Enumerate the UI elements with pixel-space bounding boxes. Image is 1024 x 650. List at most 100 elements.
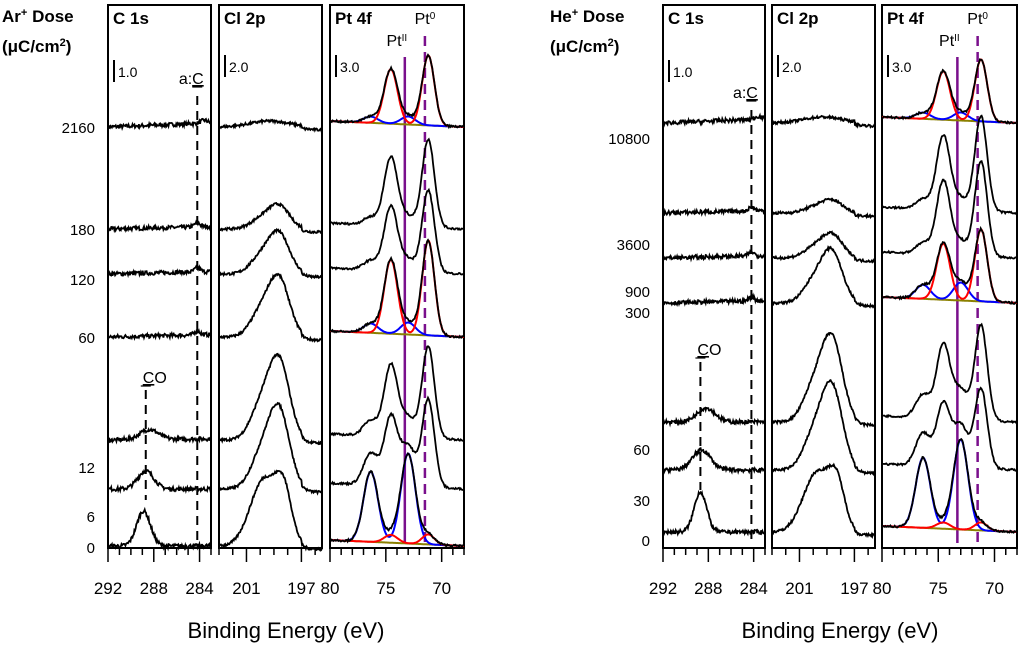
spectrum-60 [329,238,465,339]
spectrum-2160 [218,118,323,135]
x-tick-label: 201 [785,579,813,598]
spectrum-120 [218,227,323,280]
x-tick-label: 80 [873,579,892,598]
panel-cl-2p: Cl 2p 2.0 201 197 [218,4,323,598]
pt2-label: PtII [386,33,407,51]
dose-label: 60 [633,442,650,459]
x-tick-label: 80 [321,579,340,598]
spectrum-180 [329,137,465,231]
spectrum-60 [107,328,212,342]
spectrum-60 [771,331,876,429]
pt0-fit-line [882,228,1017,304]
x-tick-label: 284 [739,579,767,598]
panel-title: C 1s [668,9,704,28]
spectrum-12 [329,345,465,442]
dose-title: He+ Dose [550,7,624,26]
ac-label: a:C [179,71,204,88]
scale-bar-label: 3.0 [340,59,360,75]
spectrum-300 [771,244,876,309]
dose-label: 2160 [62,120,95,137]
x-tick-label: 197 [287,579,315,598]
spectrum-2160 [329,53,465,130]
scale-bar-label: 1.0 [673,64,693,80]
spectrum-3600 [662,203,766,217]
panel-title: Pt 4f [335,9,372,28]
spectrum-60 [881,322,1018,425]
spectrum-3600 [771,197,876,220]
scale-bar-label: 1.0 [118,64,138,80]
x-tick-label: 292 [649,579,677,598]
dose-label: 6 [87,509,95,526]
pt2-fit-line [882,438,1017,533]
x-tick-label: 197 [840,579,868,598]
dose-label: 900 [625,284,650,301]
spectrum-0 [218,469,323,552]
spectrum-0 [881,437,1018,534]
spectrum-10800 [662,112,766,128]
spectrum-0 [107,506,212,552]
spectrum-0 [662,489,766,537]
spectrum-60 [662,406,766,428]
spectrum-60 [219,272,323,343]
panel-frame [107,4,212,549]
spectrum-180 [218,202,322,235]
spectrum-300 [881,225,1018,305]
co-label: CO [143,370,167,387]
spectrum-10800 [771,114,876,129]
scale-bar-label: 2.0 [229,59,249,75]
dose-label: 120 [70,272,95,289]
panel-cl-2p: Cl 2p 2.0 201 197 [771,4,876,598]
pt0-label: Pt0 [415,11,436,29]
x-axis-label: Binding Energy (eV) [742,618,939,643]
x-tick-label: 75 [376,579,395,598]
spectrum-10800 [881,58,1018,125]
panel-frame [662,4,766,549]
panel-frame [771,4,876,549]
spectrum-6 [218,401,323,496]
panel-pt-4f: Pt 4f 3.0 80 75 70 PtII Pt0 [873,4,1018,598]
spectrum-3600 [882,114,1018,216]
dose-label: 30 [633,493,650,510]
x-axis-label: Binding Energy (eV) [188,618,385,643]
scale-bar-label: 3.0 [892,59,912,75]
dose-unit: (μC/cm2) [2,37,71,56]
panel-title: C 1s [113,9,149,28]
dose-label: 300 [625,305,650,322]
panel-c-1s: C 1s 1.0 292 288 284 a:C CO [649,4,768,598]
spectrum-30 [881,386,1018,472]
x-tick-label: 292 [94,579,122,598]
spectrum-900 [881,160,1018,260]
x-tick-label: 70 [432,579,451,598]
pt0-fit-line [330,239,464,338]
x-tick-label: 70 [985,579,1004,598]
dose-label: 0 [87,540,95,557]
spectrum-0 [771,462,875,540]
x-tick-label: 288 [694,579,722,598]
spectrum-120 [107,264,212,279]
pt0-label: Pt0 [967,11,988,29]
panel-pt-4f: Pt 4f 3.0 80 75 70 PtII Pt0 [321,4,465,598]
panel-title: Cl 2p [777,9,819,28]
spectrum-120 [329,187,465,276]
spectrum-0 [329,452,465,549]
spectrum-12 [218,352,323,446]
spectrum-2160 [107,117,212,132]
x-tick-label: 75 [929,579,948,598]
spectrum-30 [662,447,766,475]
dose-label: 60 [78,330,95,347]
x-tick-label: 288 [140,579,168,598]
dose-title: Ar+ Dose [2,7,74,26]
dose-label: 180 [70,222,95,239]
spectrum-900 [771,230,876,265]
spectrum-6 [329,395,465,492]
spectrum-300 [662,292,766,307]
dose-label: 0 [642,533,650,550]
spectrum-30 [771,379,876,477]
dose-label: 12 [78,460,95,477]
co-label: CO [697,342,721,359]
dose-label: 3600 [617,237,650,254]
spectrum-12 [107,426,212,445]
panel-title: Pt 4f [887,9,924,28]
